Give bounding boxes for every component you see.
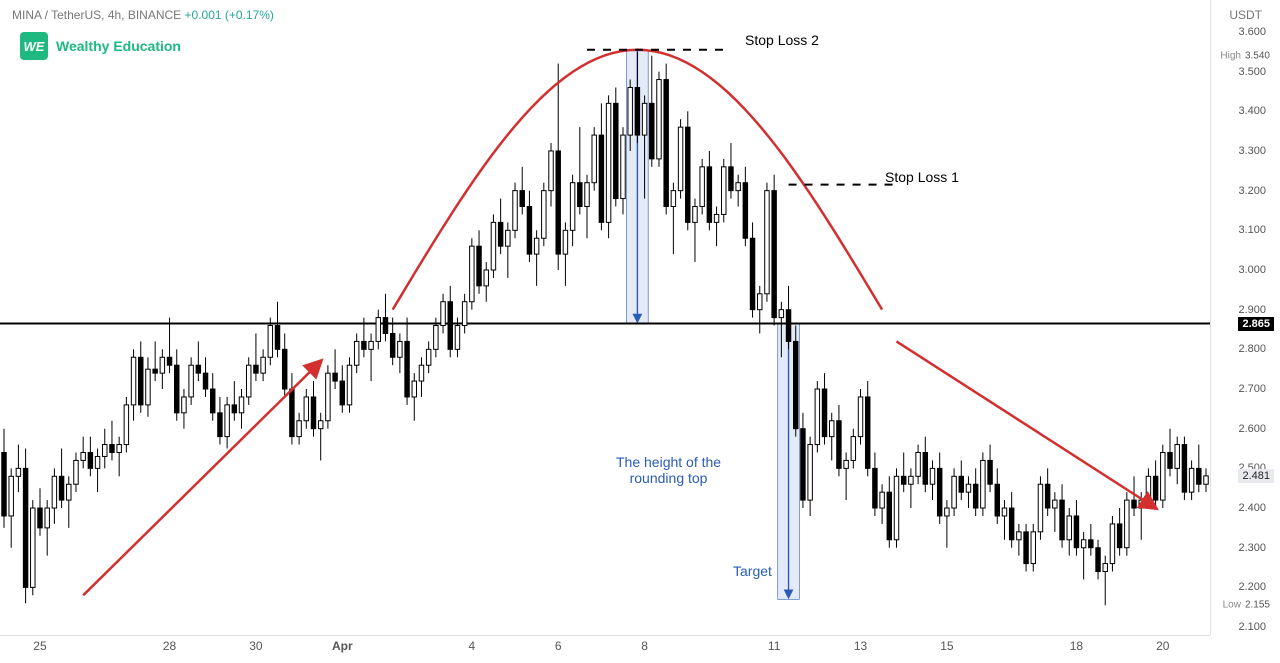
height-label: The height of the rounding top — [616, 454, 721, 486]
x-tick: 13 — [854, 639, 867, 653]
chart-svg[interactable] — [0, 0, 1280, 663]
y-tick: 3.000 — [1238, 264, 1266, 276]
y-tick: 2.300 — [1238, 542, 1266, 554]
x-tick: 4 — [469, 639, 476, 653]
x-tick: 18 — [1070, 639, 1083, 653]
x-tick: 6 — [555, 639, 562, 653]
y-tick: 2.200 — [1238, 581, 1266, 593]
stoploss1-label: Stop Loss 1 — [885, 169, 959, 185]
y-tick: 3.400 — [1238, 105, 1266, 117]
logo-text: Wealthy Education — [56, 38, 181, 54]
x-tick: 28 — [163, 639, 176, 653]
y-tick: 3.500 — [1238, 66, 1266, 78]
target-label: Target — [733, 563, 772, 579]
x-tick: 11 — [768, 639, 780, 653]
change-label: +0.001 (+0.17%) — [185, 8, 274, 22]
x-tick: 25 — [33, 639, 46, 653]
y-tick: 2.700 — [1238, 383, 1266, 395]
y-tick: 3.300 — [1238, 145, 1266, 157]
price-tag: Low2.155 — [1219, 599, 1274, 612]
x-tick: 30 — [249, 639, 262, 653]
stoploss2-label: Stop Loss 2 — [745, 32, 819, 48]
symbol-label: MINA / TetherUS, 4h, BINANCE — [12, 8, 181, 22]
y-tick: 2.100 — [1238, 621, 1266, 633]
y-tick: 2.400 — [1238, 502, 1266, 514]
x-tick: 8 — [641, 639, 648, 653]
y-tick: 3.100 — [1238, 224, 1266, 236]
y-tick: 3.200 — [1238, 185, 1266, 197]
chart-container: MINA / TetherUS, 4h, BINANCE +0.001 (+0.… — [0, 0, 1280, 663]
currency-label: USDT — [1229, 8, 1262, 22]
y-tick: 2.900 — [1238, 304, 1266, 316]
y-tick: 2.600 — [1238, 423, 1266, 435]
x-tick: Apr — [332, 639, 353, 653]
watermark: WE Wealthy Education — [20, 32, 181, 60]
logo-icon: WE — [20, 32, 48, 60]
x-tick: 15 — [940, 639, 953, 653]
y-tick: 2.800 — [1238, 343, 1266, 355]
chart-header: MINA / TetherUS, 4h, BINANCE +0.001 (+0.… — [12, 8, 274, 22]
price-tag: High3.540 — [1216, 49, 1274, 62]
price-tag: 2.481 — [1238, 469, 1274, 483]
y-tick: 3.600 — [1238, 26, 1266, 38]
price-tag: 2.865 — [1238, 317, 1274, 331]
x-tick: 20 — [1156, 639, 1169, 653]
